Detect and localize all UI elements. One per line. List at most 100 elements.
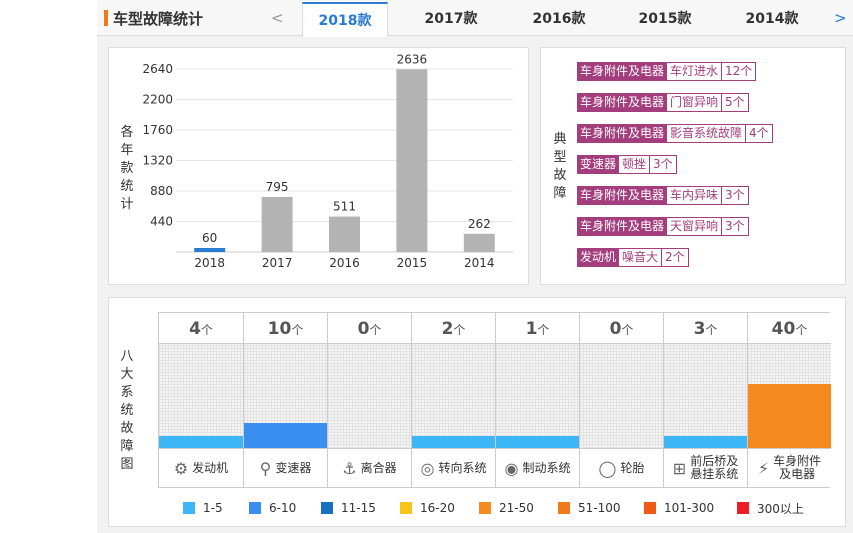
fault-name: 顿挫 [619, 155, 651, 174]
legend-swatch [479, 502, 491, 514]
legend-item: 101-300 [644, 500, 714, 516]
system-label: ⚙ 发动机 [159, 448, 243, 487]
axle-icon: ⊞ [672, 458, 687, 478]
section-title: 车型故障统计 [113, 10, 204, 28]
data-label: 795 [266, 180, 289, 194]
system-level-area [412, 344, 495, 448]
fault-count: 5个 [722, 93, 749, 112]
fault-count: 4个 [746, 124, 773, 143]
system-label: ◉ 制动系统 [496, 448, 579, 487]
legend-item: 16-20 [400, 500, 455, 516]
fault-name: 噪音大 [619, 248, 663, 267]
system-level-area [159, 344, 243, 448]
tab-2016[interactable]: 2016款 [532, 11, 586, 27]
system-label: ◯ 轮胎 [580, 448, 663, 487]
fault-name: 车灯进水 [667, 62, 723, 81]
year-stats-panel [108, 47, 529, 285]
fault-category: 车身附件及电器 [577, 186, 668, 205]
fault-count: 3个 [650, 155, 677, 174]
header-bar [97, 0, 853, 36]
x-tick-label: 2018 [194, 256, 225, 270]
legend-swatch [737, 502, 749, 514]
tab-2017[interactable]: 2017款 [424, 11, 478, 27]
battery-icon: ⚡ [757, 458, 770, 478]
systems-grid: 4个 ⚙ 发动机 10个 ⚲ 变速器 0个 ⚓ 离合器 2个 ◎ 转向系统 1个 ◉ 制动… [158, 312, 831, 488]
system-level-bar [244, 423, 327, 448]
legend-item: 1-5 [183, 500, 223, 516]
fault-category: 车身附件及电器 [577, 217, 668, 236]
system-label: ⚓ 离合器 [328, 448, 411, 487]
tabs-next-button[interactable]: > [834, 9, 847, 27]
bar-2017 [261, 196, 293, 252]
legend-item: 6-10 [249, 500, 296, 516]
system-column-steering[interactable]: 2个 ◎ 转向系统 [411, 313, 495, 487]
fault-item[interactable]: 变速器 顿挫 3个 [577, 155, 677, 174]
gear-shifter-icon: ⚲ [259, 458, 272, 478]
data-label: 262 [468, 217, 491, 231]
system-column-clutch[interactable]: 0个 ⚓ 离合器 [327, 313, 411, 487]
fault-count: 2个 [662, 248, 689, 267]
bar-2016 [329, 216, 360, 252]
fault-category: 车身附件及电器 [577, 124, 668, 143]
system-column-engine[interactable]: 4个 ⚙ 发动机 [159, 313, 243, 487]
tab-2014[interactable]: 2014款 [745, 11, 799, 27]
tab-2018[interactable]: 2018款 [302, 2, 388, 37]
fault-item[interactable]: 车身附件及电器 车内异味 3个 [577, 186, 749, 205]
system-level-bar [664, 435, 747, 448]
fault-name: 天窗异响 [667, 217, 723, 236]
tab-2015[interactable]: 2015款 [638, 11, 692, 27]
legend-swatch [558, 502, 570, 514]
fault-count: 3个 [722, 186, 749, 205]
x-tick-label: 2015 [397, 256, 428, 270]
system-level-area [328, 344, 411, 448]
y-tick-label: 1320 [142, 154, 173, 168]
fault-category: 车身附件及电器 [577, 62, 668, 81]
system-count: 10个 [244, 313, 327, 344]
system-count: 0个 [580, 313, 663, 344]
fault-item[interactable]: 发动机 噪音大 2个 [577, 248, 689, 267]
system-level-bar [159, 435, 243, 448]
system-level-bar [748, 383, 831, 448]
clutch-pedal-icon: ⚓ [342, 458, 357, 478]
fault-item[interactable]: 车身附件及电器 车灯进水 12个 [577, 62, 757, 81]
legend-swatch [644, 502, 656, 514]
fault-category: 车身附件及电器 [577, 93, 668, 112]
system-level-area [580, 344, 663, 448]
system-label: ⊞ 前后桥及 悬挂系统 [664, 448, 747, 487]
year-stats-label: 各 年 款 统 计 [120, 125, 134, 212]
y-tick-label: 880 [150, 184, 173, 198]
fault-item[interactable]: 车身附件及电器 门窗异响 5个 [577, 93, 749, 112]
fault-name: 门窗异响 [667, 93, 723, 112]
system-level-bar [412, 435, 495, 448]
system-level-area [748, 344, 831, 448]
x-tick-label: 2014 [464, 256, 495, 270]
fault-count: 12个 [722, 62, 757, 81]
legend-item: 21-50 [479, 500, 534, 516]
legend-swatch [400, 502, 412, 514]
tabs-prev-button[interactable]: < [271, 9, 284, 27]
typical-faults-label: 典 型 故 障 [553, 132, 567, 201]
legend-item: 51-100 [558, 500, 621, 516]
legend-item: 11-15 [321, 500, 376, 516]
system-column-transmission[interactable]: 10个 ⚲ 变速器 [243, 313, 327, 487]
fault-category: 发动机 [577, 248, 620, 267]
system-column-axle-suspension[interactable]: 3个 ⊞ 前后桥及 悬挂系统 [663, 313, 747, 487]
system-level-area [244, 344, 327, 448]
legend-swatch [249, 502, 261, 514]
bar-2015 [396, 69, 428, 252]
system-count: 4个 [159, 313, 243, 344]
x-tick-label: 2017 [262, 256, 293, 270]
system-level-bar [496, 435, 579, 448]
fault-name: 影音系统故障 [667, 124, 747, 143]
data-label: 60 [202, 231, 217, 245]
system-column-tire[interactable]: 0个 ◯ 轮胎 [579, 313, 663, 487]
bar-2018 [194, 248, 226, 252]
system-column-body-electrical[interactable]: 40个 ⚡ 车身附件 及电器 [747, 313, 831, 487]
steering-wheel-icon: ◎ [420, 458, 435, 478]
system-label: ◎ 转向系统 [412, 448, 495, 487]
fault-item[interactable]: 车身附件及电器 影音系统故障 4个 [577, 124, 773, 143]
system-count: 40个 [748, 313, 831, 344]
systems-label: 八 大 系 统 故 障 图 [120, 349, 134, 472]
system-column-brake[interactable]: 1个 ◉ 制动系统 [495, 313, 579, 487]
fault-item[interactable]: 车身附件及电器 天窗异响 3个 [577, 217, 749, 236]
